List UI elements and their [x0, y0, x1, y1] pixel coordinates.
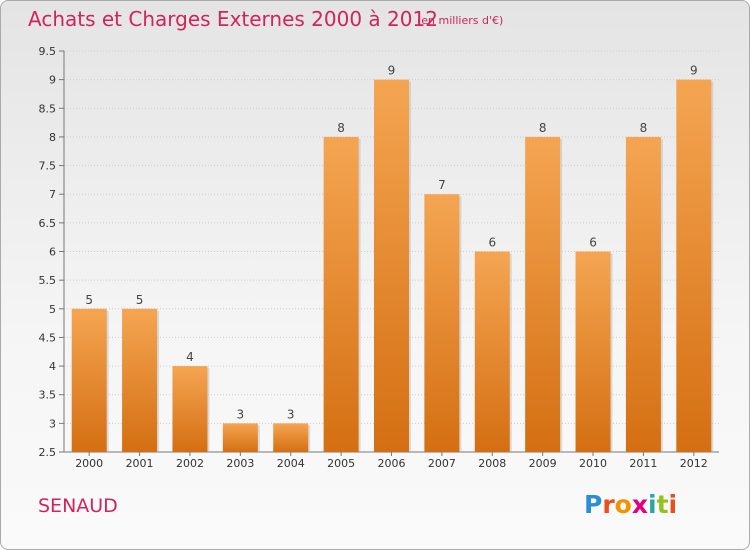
x-tick-label: 2004: [277, 457, 305, 470]
data-label: 3: [237, 407, 245, 421]
x-tick-label: 2000: [75, 457, 103, 470]
y-tick-label: 3.5: [39, 389, 57, 402]
logo-letter: x: [631, 490, 648, 519]
y-tick-label: 8.5: [39, 102, 57, 115]
y-tick-label: 2.5: [39, 446, 57, 459]
bar: [122, 308, 158, 452]
data-label: 8: [539, 121, 547, 135]
data-label: 7: [438, 178, 446, 192]
y-tick-label: 9: [49, 74, 56, 87]
data-label: 8: [337, 121, 345, 135]
y-tick-label: 3: [49, 417, 56, 430]
y-tick-label: 7.5: [39, 160, 57, 173]
location-name: SENAUD: [38, 495, 118, 517]
bar: [474, 251, 510, 452]
logo-letter: r: [602, 490, 615, 519]
x-tick-label: 2010: [579, 457, 607, 470]
bar: [625, 136, 661, 452]
y-tick-label: 7: [49, 188, 56, 201]
y-tick-labels: 2.5 3 3.5 4 4.5 5 5.5 6 6.5 7 7.5 8 8.5 9 9.5: [39, 45, 57, 459]
logo-letter: i: [668, 490, 678, 519]
data-label: 4: [186, 350, 194, 364]
bar: [525, 136, 561, 452]
x-tick-label: 2009: [529, 457, 557, 470]
x-tick-labels: 2000 2001 2002 2003 2004 2005 2006 2007 2008 2009…: [75, 457, 708, 470]
logo-letter: i: [648, 490, 657, 519]
bar: [222, 423, 258, 452]
x-tick-label: 2011: [629, 457, 657, 470]
data-label: 9: [690, 64, 698, 78]
x-tick-label: 2001: [126, 457, 154, 470]
y-tick-label: 6.5: [39, 217, 57, 230]
y-tick-label: 5.5: [39, 274, 57, 287]
x-tick-label: 2002: [176, 457, 204, 470]
data-label: 8: [640, 121, 648, 135]
x-tick-label: 2005: [327, 457, 355, 470]
y-tick-label: 5: [49, 303, 56, 316]
bar: [676, 79, 712, 453]
x-tick-label: 2008: [478, 457, 506, 470]
bars: [71, 79, 714, 453]
data-label: 5: [85, 293, 93, 307]
bar: [323, 136, 359, 452]
bar: [71, 308, 107, 452]
bar: [575, 251, 611, 452]
data-label: 6: [488, 236, 496, 250]
bar: [424, 194, 460, 452]
x-tick-label: 2012: [680, 457, 708, 470]
bar: [374, 79, 409, 453]
chart-title: Achats et Charges Externes 2000 à 2012: [28, 7, 438, 31]
x-tick-label: 2006: [378, 457, 406, 470]
logo-letter: o: [614, 490, 632, 519]
x-tick-label: 2007: [428, 457, 456, 470]
y-tick-label: 4: [49, 360, 56, 373]
y-tick-label: 8: [49, 131, 56, 144]
data-label: 6: [589, 236, 597, 250]
data-labels: 5 5 4 3 3 8 9 7 6 8 6 8 9: [85, 64, 697, 422]
logo-letter: t: [656, 490, 669, 519]
logo-letter: P: [584, 490, 603, 519]
y-tick-label: 6: [49, 246, 56, 259]
proxiti-logo: Proxiti: [584, 490, 677, 519]
bar: [273, 423, 309, 452]
y-tick-label: 4.5: [39, 331, 57, 344]
x-tick-label: 2003: [226, 457, 254, 470]
y-tick-label: 9.5: [39, 45, 57, 58]
data-label: 5: [136, 293, 144, 307]
bar: [172, 366, 208, 452]
chart-subtitle: (en milliers d'€): [417, 14, 504, 27]
data-label: 9: [388, 64, 396, 78]
data-label: 3: [287, 407, 295, 421]
